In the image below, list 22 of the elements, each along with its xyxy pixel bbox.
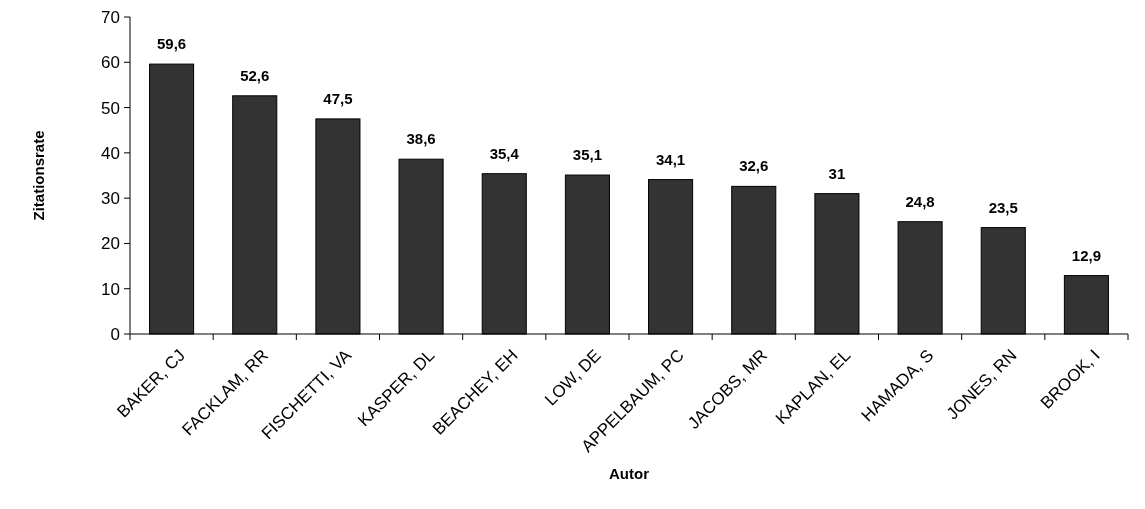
data-label: 52,6: [240, 66, 270, 84]
y-tick-label: 40: [101, 143, 120, 163]
y-axis-title: Zitationsrate: [30, 130, 47, 221]
y-tick-label: 0: [110, 324, 120, 344]
y-tick-label: 70: [101, 7, 120, 27]
data-label: 35,4: [489, 144, 520, 162]
y-tick-label: 20: [101, 234, 120, 254]
data-label: 59,6: [156, 35, 187, 53]
y-tick-label: 10: [101, 279, 120, 299]
data-label: 32,6: [739, 157, 769, 175]
y-tick-label: 50: [101, 98, 120, 118]
data-label: 31: [828, 164, 846, 182]
data-label: 47,5: [323, 89, 353, 107]
data-label: 24,8: [905, 192, 935, 210]
data-label: 12,9: [1071, 246, 1102, 264]
data-label: 23,5: [988, 198, 1018, 216]
x-axis-title: Autor: [609, 465, 650, 482]
y-tick-label: 30: [101, 189, 120, 209]
data-label: 34,1: [655, 150, 686, 168]
data-label: 35,1: [572, 146, 603, 164]
y-tick-label: 60: [101, 53, 120, 73]
data-label: 38,6: [406, 130, 436, 148]
